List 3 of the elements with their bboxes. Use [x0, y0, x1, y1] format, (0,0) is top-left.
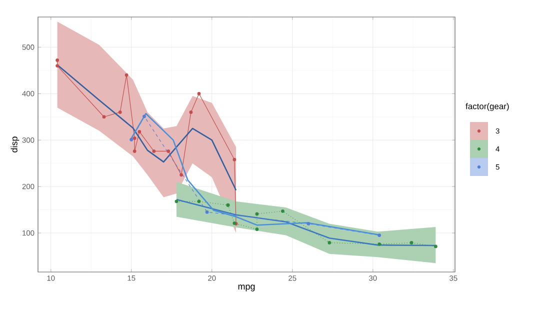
- y-axis-title: disp: [10, 136, 20, 152]
- legend-title: factor(gear): [466, 103, 509, 111]
- x-axis-title: mpg: [238, 284, 255, 292]
